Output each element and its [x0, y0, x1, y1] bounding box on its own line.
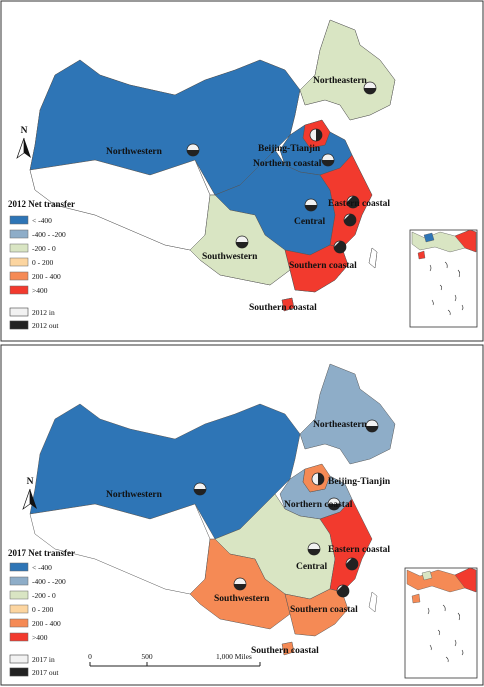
legend-item-label: -400 - -200 [32, 230, 66, 239]
legend-item-label: >400 [32, 633, 48, 642]
legend-item-label: >400 [32, 286, 48, 295]
legend-out-label: 2012 out [32, 321, 59, 330]
pie-southern-coastal [336, 584, 350, 598]
north-arrow-icon: N [22, 477, 37, 510]
label-eastern-coastal: Eastern coastal [328, 545, 390, 555]
pie-northwestern [193, 482, 207, 496]
legend-item-label: -400 - -200 [32, 577, 66, 586]
label-northwestern: Northwestern [106, 490, 163, 500]
inset-south-china-sea-2012 [409, 229, 478, 328]
legend-swatch [9, 243, 29, 253]
pie-eastern-coastal [345, 557, 359, 571]
pie-northwestern [186, 143, 200, 157]
legend-item-label: 200 - 400 [32, 272, 61, 281]
legend-title: 2017 Net transfer [8, 548, 75, 558]
panel-2012: Northeastern Northwestern Beijing-Tianji… [0, 0, 484, 342]
legend-2012: 2012 Net transfer < -400 -400 - -200 -200 … [8, 199, 75, 330]
legend-swatch-in [9, 654, 29, 664]
pie-northeastern [365, 419, 379, 433]
pie-markers-2017 [193, 419, 379, 598]
pie-eastern-coastal-2 [343, 213, 357, 227]
legend-swatch [9, 562, 29, 572]
legend-swatch [9, 590, 29, 600]
legend-swatch [9, 604, 29, 614]
pie-eastern-coastal [346, 195, 360, 209]
label-central: Central [294, 217, 325, 227]
pie-central [307, 542, 321, 556]
scale-bar: 0 500 1,000 Miles [88, 652, 261, 667]
pie-southwestern [235, 235, 249, 249]
label-southern-coastal: Southern coastal [290, 605, 358, 615]
north-label: N [21, 126, 28, 136]
legend-swatch [9, 271, 29, 281]
label-northern-coastal: Northern coastal [253, 159, 322, 169]
legend-swatch-in [9, 307, 29, 317]
pie-markers-2012 [186, 81, 377, 254]
label-southern-coastal: Southern coastal [289, 261, 357, 271]
panel-2017: Northeastern Northwestern Beijing-Tianji… [0, 344, 484, 686]
label-southwestern: Southwestern [214, 594, 270, 604]
region-southern-coastal [284, 244, 349, 293]
legend-item-label: -200 - 0 [32, 591, 56, 600]
label-northern-coastal: Northern coastal [284, 500, 353, 510]
legend-swatch [9, 257, 29, 267]
legend-item-label: < -400 [32, 216, 52, 225]
label-northeastern: Northeastern [313, 420, 368, 430]
pie-southern-coastal [333, 240, 347, 254]
legend-swatch [9, 618, 29, 628]
label-beijing-tianjin: Beijing-Tianjin [328, 477, 391, 487]
legend-2017: 2017 Net transfer < -400 -400 - -200 -200 … [8, 548, 75, 677]
taiwan [368, 591, 378, 613]
legend-swatch [9, 632, 29, 642]
pie-southwestern [233, 577, 247, 591]
label-southwestern: Southwestern [202, 252, 258, 262]
region-northeastern [299, 19, 396, 121]
legend-swatch [9, 229, 29, 239]
legend-out-label: 2017 out [32, 668, 59, 677]
label-southern-coastal-2: Southern coastal [249, 303, 317, 313]
region-southern-coastal [284, 588, 349, 637]
scale-max: 1,000 Miles [216, 652, 252, 661]
label-northeastern: Northeastern [313, 76, 368, 86]
inset-south-china-sea-2017 [404, 567, 478, 679]
pie-beijing-tianjin [311, 472, 325, 486]
label-southern-coastal-2: Southern coastal [251, 646, 319, 656]
legend-in-label: 2012 in [32, 308, 55, 317]
region-northeastern [299, 363, 396, 465]
region-hainan [281, 641, 295, 656]
legend-item-label: -200 - 0 [32, 244, 56, 253]
panel-2012-frame [0, 0, 484, 342]
region-eastern-coastal [319, 154, 373, 249]
region-eastern-coastal [319, 498, 373, 593]
legend-title: 2012 Net transfer [8, 199, 75, 209]
legend-item-label: < -400 [32, 563, 52, 572]
legend-swatch [9, 285, 29, 295]
pie-northeastern [363, 81, 377, 95]
region-hainan [281, 297, 295, 312]
north-label: N [27, 477, 34, 487]
legend-swatch-out [9, 320, 29, 330]
scale-zero: 0 [88, 652, 92, 661]
scale-mid: 500 [141, 652, 153, 661]
pie-beijing-tianjin [309, 128, 323, 142]
legend-swatch [9, 576, 29, 586]
pie-northern-coastal [327, 497, 341, 511]
label-beijing-tianjin: Beijing-Tianjin [258, 144, 321, 154]
pie-central [304, 198, 318, 212]
label-northwestern: Northwestern [106, 147, 163, 157]
legend-swatch-out [9, 667, 29, 677]
label-central: Central [296, 562, 327, 572]
legend-item-label: 200 - 400 [32, 619, 61, 628]
north-arrow-icon: N [16, 126, 31, 159]
legend-in-label: 2017 in [32, 655, 55, 664]
panel-2017-frame [0, 344, 484, 686]
label-eastern-coastal: Eastern coastal [328, 199, 390, 209]
legend-swatch [9, 215, 29, 225]
legend-item-label: 0 - 200 [32, 258, 53, 267]
pie-northern-coastal [321, 153, 335, 167]
legend-item-label: 0 - 200 [32, 605, 53, 614]
taiwan [368, 247, 378, 269]
